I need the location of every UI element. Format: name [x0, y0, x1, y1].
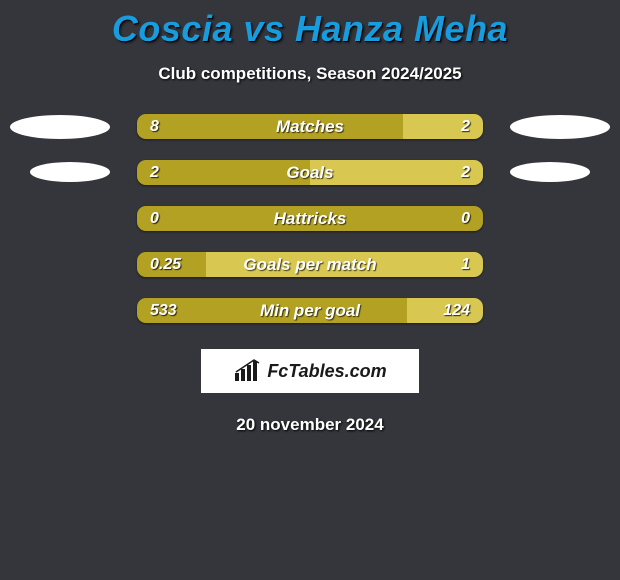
- page-title: Coscia vs Hanza Meha: [0, 8, 620, 50]
- stat-value-left: 533: [150, 298, 177, 323]
- stat-bar: Hattricks: [137, 206, 483, 231]
- bar-left: [137, 298, 407, 323]
- bar-right: [310, 160, 483, 185]
- date-text: 20 november 2024: [0, 415, 620, 435]
- player-left-badge: [10, 115, 110, 139]
- bar-right: [206, 252, 483, 277]
- stat-bar: Goals per match: [137, 252, 483, 277]
- fctables-logo: FcTables.com: [201, 349, 419, 393]
- stat-row: Min per goal533 124: [0, 298, 620, 323]
- chart-icon: [233, 359, 263, 383]
- stat-value-right: 2: [461, 114, 470, 139]
- bar-left: [137, 114, 403, 139]
- stat-value-left: 2: [150, 160, 159, 185]
- stat-bar: Min per goal: [137, 298, 483, 323]
- stat-value-right: 1: [461, 252, 470, 277]
- stat-row: Matches8 2: [0, 114, 620, 139]
- comparison-infographic: Coscia vs Hanza Meha Club competitions, …: [0, 0, 620, 435]
- player-right-badge: [510, 115, 610, 139]
- logo-text: FcTables.com: [267, 361, 386, 382]
- stat-value-left: 0: [150, 206, 159, 231]
- stat-value-left: 0.25: [150, 252, 181, 277]
- stat-value-right: 2: [461, 160, 470, 185]
- stat-value-right: 0: [461, 206, 470, 231]
- subtitle: Club competitions, Season 2024/2025: [0, 64, 620, 84]
- stat-row: Goals2 2: [0, 160, 620, 185]
- stat-value-left: 8: [150, 114, 159, 139]
- bar-right: [403, 114, 483, 139]
- stat-rows: Matches82Goals22Hattricks00Goals per mat…: [0, 114, 620, 323]
- stat-value-right: 124: [443, 298, 470, 323]
- stat-row: Hattricks0 0: [0, 206, 620, 231]
- player-left-badge: [30, 162, 110, 182]
- stat-bar: Matches: [137, 114, 483, 139]
- stat-bar: Goals: [137, 160, 483, 185]
- stat-row: Goals per match0.25 1: [0, 252, 620, 277]
- player-right-badge: [510, 162, 590, 182]
- bar-left: [137, 160, 310, 185]
- bar-left: [137, 206, 483, 231]
